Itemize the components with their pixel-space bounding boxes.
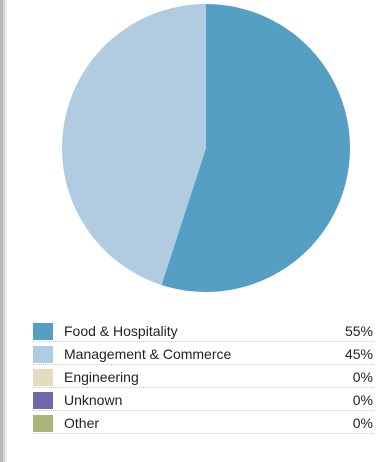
legend-percent: 55% [344,323,373,339]
legend-label: Unknown [64,392,123,408]
legend-item-management-commerce: Management & Commerce 45% [33,344,374,365]
chart-legend: Food & Hospitality 55% Management & Comm… [33,321,374,436]
legend-swatch [33,323,53,340]
legend-percent: 0% [352,369,373,385]
left-frame-border [0,0,7,462]
legend-percent: 0% [352,415,373,431]
legend-swatch [33,346,53,363]
legend-item-food-hospitality: Food & Hospitality 55% [33,321,374,342]
legend-swatch [33,392,53,409]
legend-label: Management & Commerce [64,346,232,362]
legend-percent: 0% [352,392,373,408]
legend-label: Engineering [64,369,139,385]
legend-item-engineering: Engineering 0% [33,367,374,388]
legend-item-other: Other 0% [33,413,374,434]
legend-label: Other [64,415,100,431]
legend-item-unknown: Unknown 0% [33,390,374,411]
pie-slice-food-hospitality [161,4,351,293]
legend-swatch [33,415,53,432]
legend-swatch [33,369,53,386]
legend-percent: 45% [344,346,373,362]
pie-slice-management-commerce [62,4,206,285]
legend-label: Food & Hospitality [64,323,178,339]
pie-chart [62,4,351,293]
